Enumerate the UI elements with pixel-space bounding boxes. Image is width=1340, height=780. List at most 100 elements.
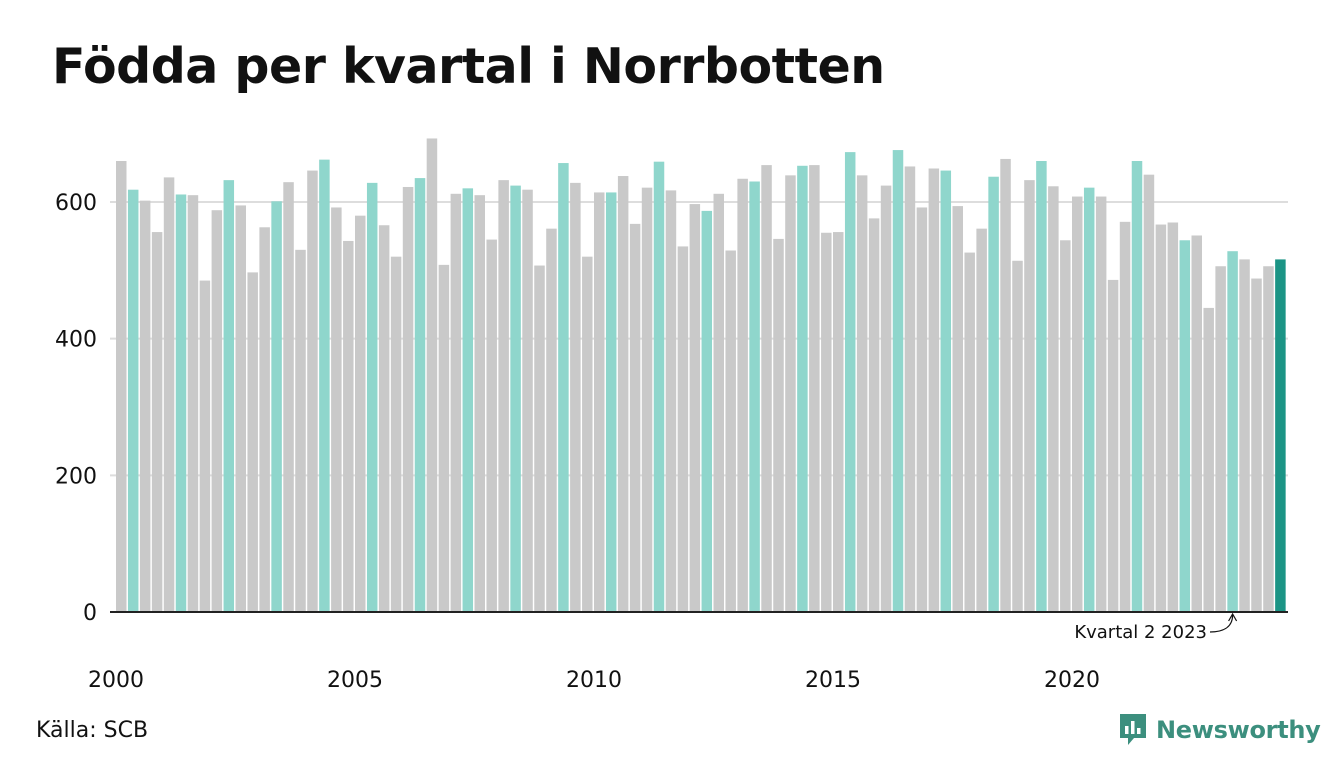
bar: [116, 161, 127, 612]
bar: [151, 232, 163, 612]
bar: [1119, 221, 1131, 612]
annotation-label: Kvartal 2 2023: [1074, 622, 1207, 643]
brand-name: Newsworthy: [1156, 716, 1321, 744]
y-tick-label: 200: [55, 464, 97, 489]
bar: [486, 239, 497, 612]
bar: [1012, 260, 1023, 612]
bar: [1024, 180, 1035, 612]
bar: [665, 190, 677, 612]
bar: [223, 180, 235, 612]
bar: [343, 240, 354, 612]
bar: [570, 182, 581, 612]
x-tick-label: 2005: [327, 668, 383, 693]
bar: [1263, 266, 1274, 612]
bar: [510, 185, 521, 612]
bar: [964, 252, 975, 612]
bar: [725, 250, 736, 612]
bar: [856, 175, 868, 612]
bar: [916, 207, 928, 612]
bar: [534, 265, 545, 612]
bar: [474, 195, 485, 613]
bar: [1072, 196, 1083, 612]
bar: [1215, 266, 1226, 612]
bar: [247, 272, 258, 612]
bar: [283, 182, 294, 612]
bar: [127, 189, 139, 612]
bar: [713, 193, 724, 613]
bar: [653, 161, 665, 612]
bar: [438, 264, 450, 612]
bar: [892, 150, 904, 612]
axes: 0 200 400 600 2000 2005 2010 2015 2020: [55, 191, 1288, 693]
bar: [139, 200, 151, 612]
x-tick-label: 2015: [805, 668, 861, 693]
bar: [175, 194, 187, 613]
bar: [1239, 259, 1250, 612]
bar: [617, 176, 629, 612]
bar: [1191, 235, 1202, 613]
bar: [426, 138, 438, 612]
bar: [904, 166, 916, 612]
bar: [868, 218, 880, 612]
bar: [1167, 222, 1179, 612]
newsworthy-logo-icon: [1120, 714, 1146, 745]
bar: [546, 228, 557, 612]
bar: [833, 232, 844, 612]
bar: [271, 201, 282, 612]
bar: [749, 181, 760, 612]
bar: [1179, 240, 1191, 612]
bar: [450, 193, 462, 613]
bar: [880, 185, 892, 612]
bar: [940, 170, 952, 612]
bar: [295, 249, 306, 612]
bar: [307, 170, 318, 612]
bar: [319, 159, 330, 612]
annotation-arrowhead: [1228, 612, 1238, 622]
bar: [558, 163, 569, 613]
bar: [737, 178, 748, 612]
bar: [641, 187, 653, 612]
bar: [988, 176, 999, 612]
bar: [582, 256, 593, 612]
y-tick-label: 400: [55, 328, 97, 353]
bar: [761, 165, 772, 612]
bar: [1107, 279, 1119, 612]
bar: [1095, 196, 1107, 612]
x-tick-label: 2020: [1044, 668, 1100, 693]
bar: [390, 256, 402, 612]
bar: [677, 246, 689, 613]
bar: [462, 188, 474, 612]
bar: [402, 186, 414, 612]
bar: [785, 175, 796, 612]
bar: [199, 280, 211, 612]
bar: [594, 192, 605, 612]
bar: [1275, 259, 1286, 612]
bar: [1203, 307, 1214, 612]
bar: [629, 223, 641, 612]
bar: [809, 165, 820, 612]
chart-title: Födda per kvartal i Norrbotten: [52, 38, 885, 95]
bar: [1036, 161, 1047, 612]
bars: [116, 138, 1286, 613]
bar: [1048, 186, 1059, 612]
annotation-arrow: [1209, 614, 1234, 633]
bar: [163, 177, 175, 612]
x-tick-label: 2000: [88, 668, 144, 693]
brand-logo: Newsworthy: [1118, 712, 1321, 748]
bar-chart: 0 200 400 600 2000 2005 2010 2015 2020 Kvartal 2…: [55, 138, 1288, 693]
bar: [797, 165, 808, 612]
bar: [952, 206, 963, 612]
bar: [773, 238, 784, 612]
bar: [366, 182, 378, 612]
bar: [187, 195, 199, 613]
bar: [235, 205, 246, 613]
annotation: Kvartal 2 2023: [1074, 612, 1238, 643]
bar: [1251, 278, 1262, 612]
bar: [1131, 161, 1143, 612]
bar: [1060, 240, 1071, 612]
bar: [1155, 224, 1167, 613]
bar: [976, 228, 987, 612]
bar: [689, 204, 701, 613]
bar: [1143, 174, 1155, 613]
bar: [211, 210, 223, 612]
